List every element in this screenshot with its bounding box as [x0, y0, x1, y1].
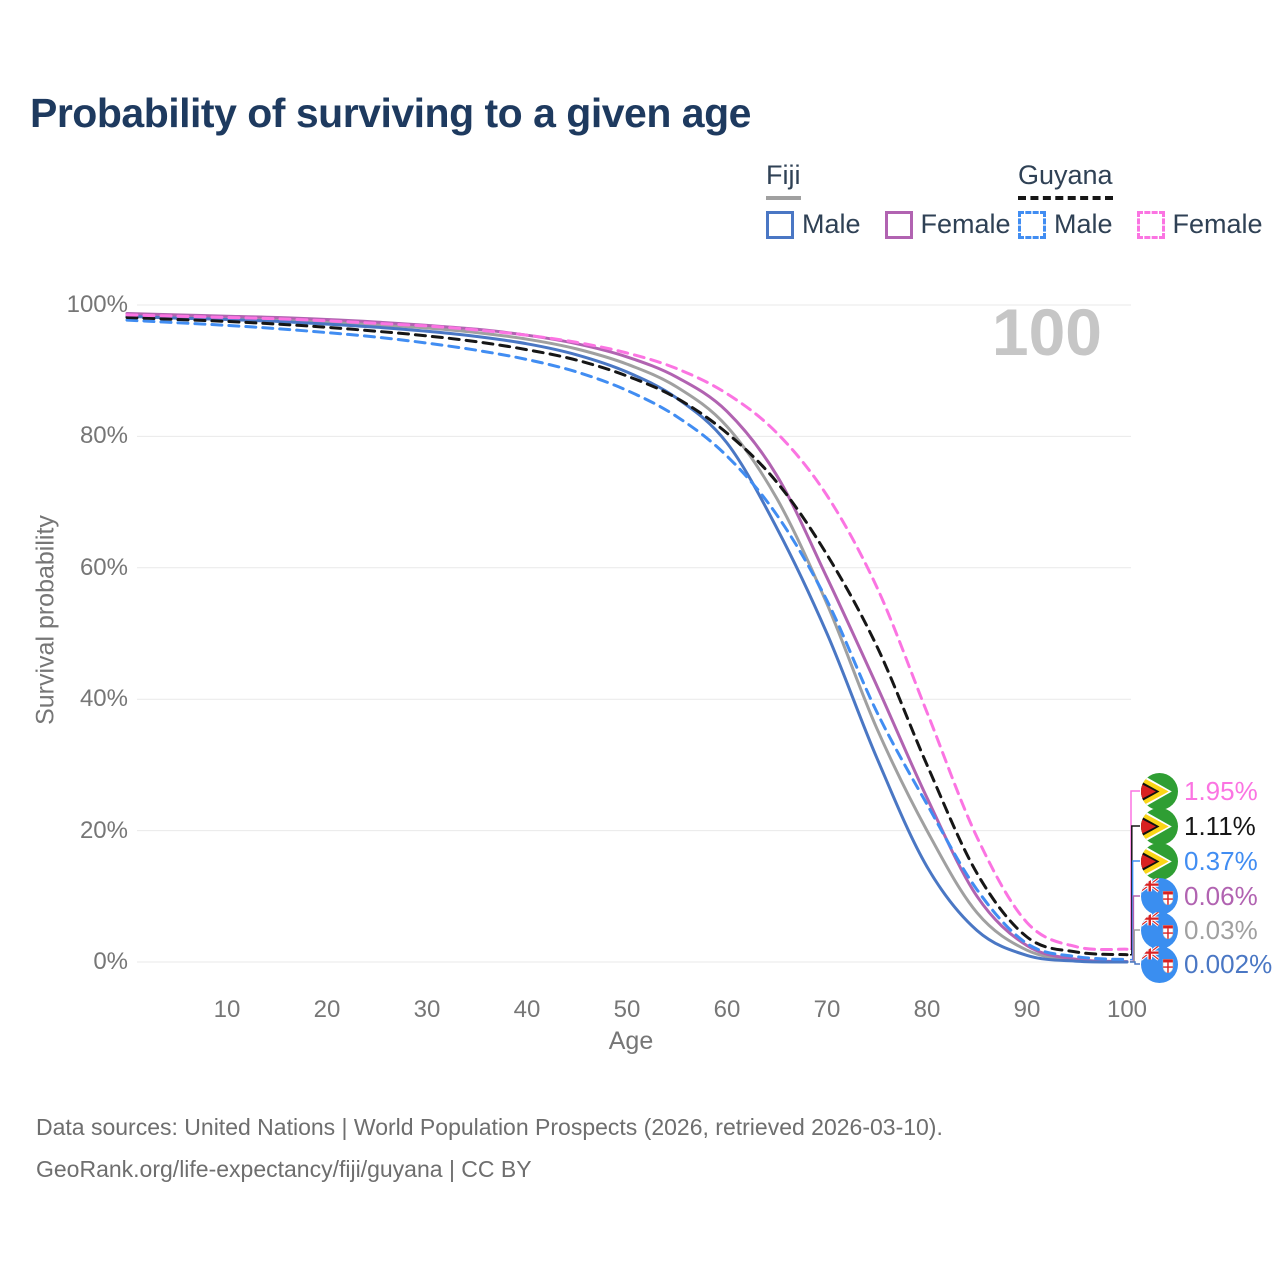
legend-group-fiji: Fiji Male Female	[766, 160, 1011, 240]
fiji-flag-icon	[1141, 911, 1178, 949]
legend-item-guyana-male[interactable]: Male	[1018, 209, 1113, 240]
guyana-flag-icon	[1141, 807, 1178, 845]
legend-item-label: Female	[1172, 209, 1263, 239]
end-label-row: 0.06%	[1141, 877, 1258, 915]
end-label-value: 1.95%	[1184, 775, 1258, 806]
end-label-leader	[1130, 961, 1140, 965]
legend-swatch	[1136, 210, 1165, 239]
y-tick-label: 40%	[79, 685, 128, 713]
end-label-row: 0.03%	[1141, 911, 1258, 949]
guyana-flag-icon	[1141, 772, 1178, 810]
end-label-row: 0.002%	[1141, 945, 1273, 983]
series-line-fiji-all[interactable]	[125, 313, 1129, 964]
x-tick-label: 60	[713, 996, 741, 1023]
legend-swatch	[884, 210, 913, 239]
guyana-flag-icon	[1141, 842, 1178, 880]
legend-items-row: Male Female	[1018, 209, 1263, 240]
legend-item-fiji-male[interactable]: Male	[766, 209, 861, 240]
x-axis-title: Age	[608, 1027, 654, 1055]
legend-item-label: Male	[802, 209, 861, 239]
legend-swatch	[766, 210, 794, 239]
end-label-leader	[1130, 825, 1140, 956]
legend-group-guyana: Guyana Male Female	[1018, 160, 1263, 240]
legend-item-label: Female	[920, 209, 1011, 239]
x-tick-label: 70	[813, 996, 841, 1023]
legend-item-fiji-female[interactable]: Female	[884, 209, 1011, 240]
footer-sources-line: Data sources: United Nations | World Pop…	[36, 1114, 943, 1140]
x-tick-label: 30	[413, 996, 441, 1023]
x-tick-label: 100	[1106, 996, 1148, 1023]
x-tick-label: 80	[913, 996, 941, 1023]
page-title: Probability of surviving to a given age	[30, 90, 751, 136]
end-label-row: 1.95%	[1141, 772, 1258, 810]
end-label-row: 1.11%	[1141, 807, 1256, 845]
end-label-value: 1.11%	[1184, 810, 1256, 841]
fiji-flag-icon	[1141, 877, 1178, 915]
x-tick-label: 20	[313, 996, 341, 1023]
y-tick-label: 100%	[66, 291, 128, 318]
x-tick-label: 50	[613, 996, 641, 1023]
legend-country-header[interactable]: Guyana	[1018, 160, 1113, 200]
y-tick-label: 80%	[79, 422, 128, 450]
x-tick-label: 10	[213, 996, 241, 1023]
hover-age-indicator: 100	[991, 295, 1102, 369]
y-tick-label: 20%	[79, 816, 128, 844]
x-tick-label: 90	[1013, 996, 1041, 1023]
end-label-value: 0.37%	[1184, 845, 1258, 876]
end-label-leader	[1130, 860, 1140, 961]
legend-item-guyana-female[interactable]: Female	[1136, 209, 1263, 240]
y-tick-label: 0%	[93, 948, 128, 975]
legend-country-header[interactable]: Fiji	[766, 160, 801, 200]
end-label-value: 0.002%	[1184, 948, 1273, 979]
series-line-fiji-male[interactable]	[125, 314, 1129, 964]
end-label-value: 0.03%	[1184, 914, 1258, 945]
legend-items-row: Male Female	[766, 209, 1011, 240]
legend-item-label: Male	[1054, 209, 1113, 239]
footer-attribution: Data sources: United Nations | World Pop…	[36, 1106, 943, 1190]
legend-swatch	[1018, 210, 1046, 239]
end-label-row: 0.37%	[1141, 842, 1258, 880]
end-label-leader	[1130, 790, 1140, 950]
series-line-fiji-female[interactable]	[125, 312, 1129, 964]
footer-url-line: GeoRank.org/life-expectancy/fiji/guyana …	[36, 1156, 532, 1182]
series-line-guyana-all[interactable]	[125, 316, 1129, 957]
y-tick-label: 60%	[79, 553, 128, 581]
series-line-guyana-male[interactable]	[125, 318, 1129, 962]
fiji-flag-icon	[1141, 945, 1178, 983]
series-line-guyana-female[interactable]	[125, 313, 1129, 952]
x-tick-label: 40	[513, 996, 541, 1023]
end-label-value: 0.06%	[1184, 880, 1258, 911]
